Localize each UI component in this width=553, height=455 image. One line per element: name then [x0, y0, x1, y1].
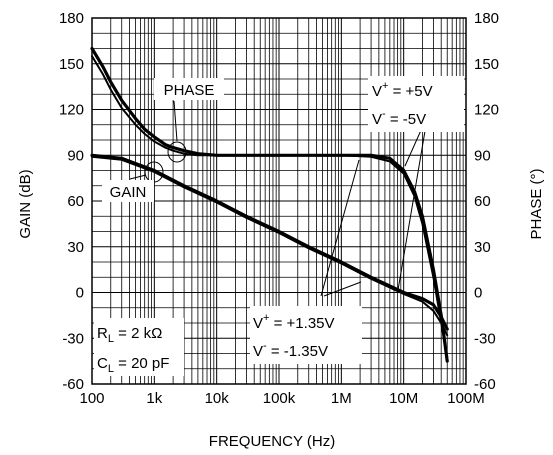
annotation-load: RL = 2 kΩ CL = 20 pF	[94, 318, 184, 376]
y-tick-label-left: -60	[62, 376, 84, 393]
curves	[90, 46, 449, 363]
y-tick-label-right: 60	[474, 193, 491, 210]
supply-high-leader-1	[404, 127, 423, 167]
x-tick-label: 1M	[331, 390, 352, 407]
x-tick-label: 10M	[389, 390, 418, 407]
series-gain-line-1	[90, 153, 449, 331]
svg-text:PHASE: PHASE	[164, 82, 215, 99]
y-tick-label-right: 120	[474, 102, 499, 119]
y-tick-label-left: 150	[59, 56, 84, 73]
svg-text:GAIN: GAIN	[110, 184, 147, 201]
x-tick-label: 1k	[146, 390, 162, 407]
gain-leader	[129, 174, 147, 180]
x-tick-label: 100M	[447, 390, 485, 407]
y-tick-label-left: 0	[76, 285, 84, 302]
x-tick-label: 100	[79, 390, 104, 407]
supply-low-leader-2	[323, 281, 362, 297]
x-tick-label: 100k	[263, 390, 296, 407]
annotation-phase: PHASE	[154, 78, 224, 100]
phase-marker-ellipse	[167, 141, 187, 163]
y-tick-label-left: 60	[67, 193, 84, 210]
y-tick-label-right: 0	[474, 285, 482, 302]
y-tick-label-right: -60	[474, 376, 496, 393]
svg-text:V+ = +5V: V+ = +5V	[372, 80, 433, 100]
tick-labels: 100 1k 10k 100k 1M 10M 100M-60-300306090120150…	[59, 10, 499, 407]
y-tick-label-right: 180	[474, 10, 499, 27]
y-tick-label-left: -30	[62, 330, 84, 347]
supply-high-leader-2	[397, 130, 426, 291]
y-tick-label-left: 180	[59, 10, 84, 27]
svg-text:V- = -1.35V: V- = -1.35V	[253, 340, 328, 360]
svg-text:V- = -5V: V- = -5V	[372, 108, 426, 128]
phase-leader	[173, 100, 178, 142]
y-tick-label-left: 30	[67, 239, 84, 256]
y-tick-label-right: 30	[474, 239, 491, 256]
svg-text:CL = 20 pF: CL = 20 pF	[97, 355, 169, 375]
annotation-leaders	[129, 100, 426, 297]
y-tick-label-right: -30	[474, 330, 496, 347]
y-axis-title-right: PHASE (°)	[528, 168, 545, 239]
y-tick-label-left: 90	[67, 147, 84, 164]
series-gain-line-2	[91, 155, 449, 337]
y-tick-label-left: 120	[59, 102, 84, 119]
x-tick-label: 10k	[205, 390, 230, 407]
annotation-supply-low: V+ = +1.35V V- = -1.35V	[250, 306, 362, 364]
annotation-gain: GAIN	[102, 180, 154, 202]
supply-low-leader-1	[320, 159, 360, 297]
series-phase-line-4	[91, 55, 449, 358]
y-tick-label-right: 150	[474, 56, 499, 73]
annotation-supply-high: V+ = +5V V- = -5V	[368, 76, 464, 132]
plot-frame	[91, 17, 467, 385]
svg-text:RL = 2 kΩ: RL = 2 kΩ	[97, 325, 162, 345]
y-tick-label-right: 90	[474, 147, 491, 164]
svg-text:V+ = +1.35V: V+ = +1.35V	[253, 312, 335, 332]
y-axis-title-left: GAIN (dB)	[17, 169, 34, 238]
x-axis-title: FREQUENCY (Hz)	[209, 433, 335, 450]
